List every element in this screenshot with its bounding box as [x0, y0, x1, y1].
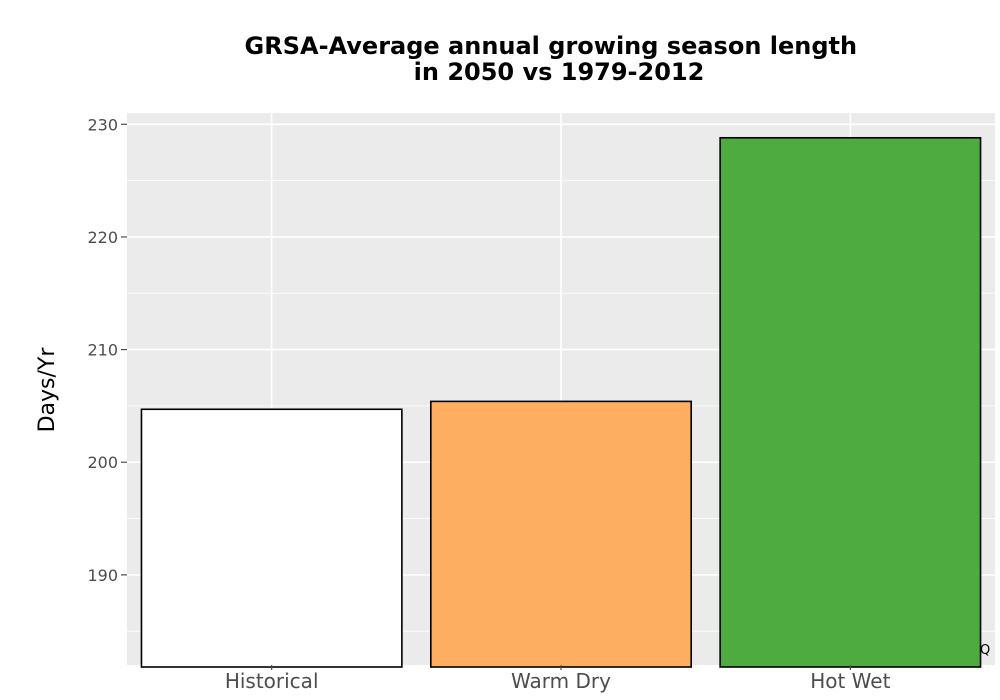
x-axis-ticks: Historical Warm Dry Hot Wet [225, 665, 891, 693]
y-axis-title: Days/Yr [35, 347, 60, 433]
x-tick-label: Hot Wet [810, 669, 890, 693]
bar-hot-wet [719, 136, 982, 668]
chart-title-line-2: in 2050 vs 1979-2012 [414, 58, 705, 86]
y-axis-ticks: 190 200 210 220 230 [87, 115, 127, 585]
x-tick-label: Warm Dry [511, 669, 611, 693]
y-tick-label: 230 [87, 115, 118, 134]
bar-warm-dry [429, 400, 692, 668]
chart-title-line-1: GRSA-Average annual growing season lengt… [245, 32, 858, 60]
x-tick-label: Historical [225, 669, 319, 693]
bar-historical [140, 408, 403, 668]
y-tick-label: 210 [87, 341, 118, 360]
y-tick-label: 220 [87, 228, 118, 247]
bars [140, 136, 982, 668]
y-tick-label: 190 [87, 566, 118, 585]
y-tick-label: 200 [87, 453, 118, 472]
chart-title: GRSA-Average annual growing season lengt… [245, 32, 866, 86]
corner-mark: Q [980, 643, 990, 658]
